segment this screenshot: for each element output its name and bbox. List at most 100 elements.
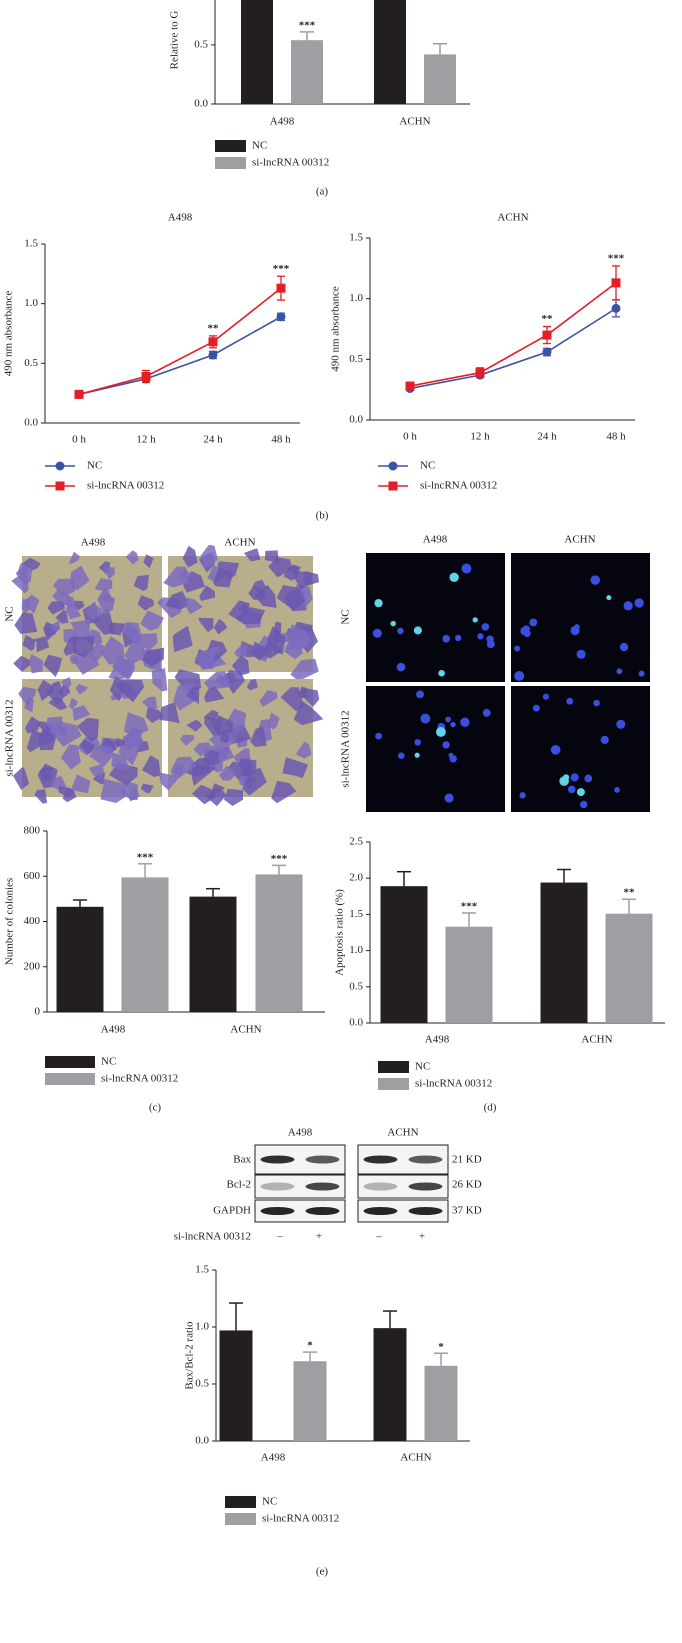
significance: ***	[608, 252, 625, 264]
cell	[267, 712, 280, 730]
row-label: si-lncRNA 00312	[4, 699, 16, 776]
nucleus	[442, 634, 451, 643]
marker	[405, 381, 415, 391]
legend-label: si-lncRNA 00312	[252, 157, 329, 169]
cell	[133, 574, 149, 591]
cell	[151, 668, 168, 692]
nucleus	[374, 599, 383, 608]
bar	[424, 54, 456, 104]
legend-label: si-lncRNA 00312	[101, 1073, 178, 1085]
nucleus	[580, 800, 588, 809]
cell	[120, 622, 143, 645]
row-label: Bax	[233, 1154, 251, 1166]
nucleus	[420, 713, 431, 724]
cell	[69, 697, 78, 709]
cell	[140, 610, 164, 631]
row-label: NC	[340, 609, 352, 624]
nucleus	[414, 739, 421, 746]
cell	[100, 636, 125, 665]
cell	[259, 690, 278, 707]
cell	[85, 603, 103, 619]
cell	[137, 595, 154, 611]
x-tick-label: 12 h	[470, 431, 490, 443]
nucleus	[522, 625, 531, 633]
cell	[200, 544, 218, 570]
y-tick-label: 0.0	[349, 414, 363, 426]
marker	[611, 278, 621, 288]
nucleus	[593, 699, 600, 707]
cell	[237, 758, 257, 777]
treatment-sign: –	[375, 1231, 382, 1243]
cell	[104, 567, 115, 580]
y-tick-label: 0.0	[195, 1435, 209, 1447]
nucleus	[519, 792, 526, 799]
column-label: ACHN	[564, 534, 595, 546]
nucleus	[390, 620, 396, 627]
cell	[213, 618, 228, 635]
cell	[273, 621, 282, 638]
nucleus	[623, 601, 633, 611]
cell	[48, 696, 68, 711]
cell	[177, 568, 192, 579]
column-label: A498	[288, 1127, 313, 1139]
treatment-sign: +	[419, 1231, 425, 1243]
cell	[283, 637, 303, 660]
significance: *	[307, 1340, 313, 1352]
cell	[235, 607, 266, 625]
nucleus	[435, 727, 446, 737]
cell	[34, 789, 48, 804]
band	[363, 1155, 398, 1164]
cell	[75, 683, 88, 695]
legend-swatch	[225, 1496, 256, 1508]
cell	[21, 557, 41, 571]
micrograph	[366, 553, 505, 682]
cell	[141, 696, 158, 710]
y-tick-label: 0.5	[349, 353, 363, 365]
nucleus	[372, 628, 382, 638]
cell	[217, 746, 235, 762]
cell	[61, 744, 81, 770]
panel-label: (a)	[316, 186, 329, 198]
row-label: Bcl-2	[227, 1179, 251, 1191]
significance: **	[542, 313, 554, 325]
cell	[125, 550, 139, 565]
x-tick-label: 0 h	[403, 431, 417, 443]
legend-label: si-lncRNA 00312	[87, 480, 164, 492]
nucleus	[584, 774, 593, 783]
cell	[123, 712, 149, 738]
nucleus	[590, 575, 600, 585]
cell	[190, 757, 210, 774]
band	[260, 1155, 295, 1164]
band	[408, 1182, 443, 1191]
chart: 0 200 400 600 800 Number of colonies A498 ACHN *…	[4, 825, 325, 1085]
treatment-label: si-lncRNA 00312	[174, 1231, 251, 1243]
nucleus	[514, 670, 525, 681]
cell	[108, 655, 133, 681]
legend-label: si-lncRNA 00312	[420, 480, 497, 492]
cell	[212, 714, 233, 736]
nucleus	[634, 598, 644, 608]
column-label: A498	[81, 537, 106, 549]
cell	[48, 621, 60, 632]
cell	[114, 738, 126, 748]
nucleus	[614, 787, 620, 793]
bar	[380, 886, 428, 1023]
marker	[74, 389, 84, 399]
cell	[185, 597, 203, 615]
y-axis-label: Number of colonies	[4, 878, 16, 965]
nucleus	[413, 626, 422, 635]
y-tick-label: 0.5	[194, 38, 208, 50]
nucleus	[477, 633, 484, 640]
bar	[189, 896, 237, 1012]
cell	[71, 635, 95, 658]
cell	[18, 686, 37, 707]
y-tick-label: 600	[24, 870, 41, 882]
cell	[40, 730, 55, 745]
legend-swatch	[225, 1513, 256, 1525]
y-tick-label: 0.5	[195, 1378, 209, 1390]
cell	[65, 603, 82, 620]
legend-swatch	[378, 1061, 409, 1073]
y-tick-label: 1.0	[349, 292, 363, 304]
cell	[76, 717, 99, 743]
